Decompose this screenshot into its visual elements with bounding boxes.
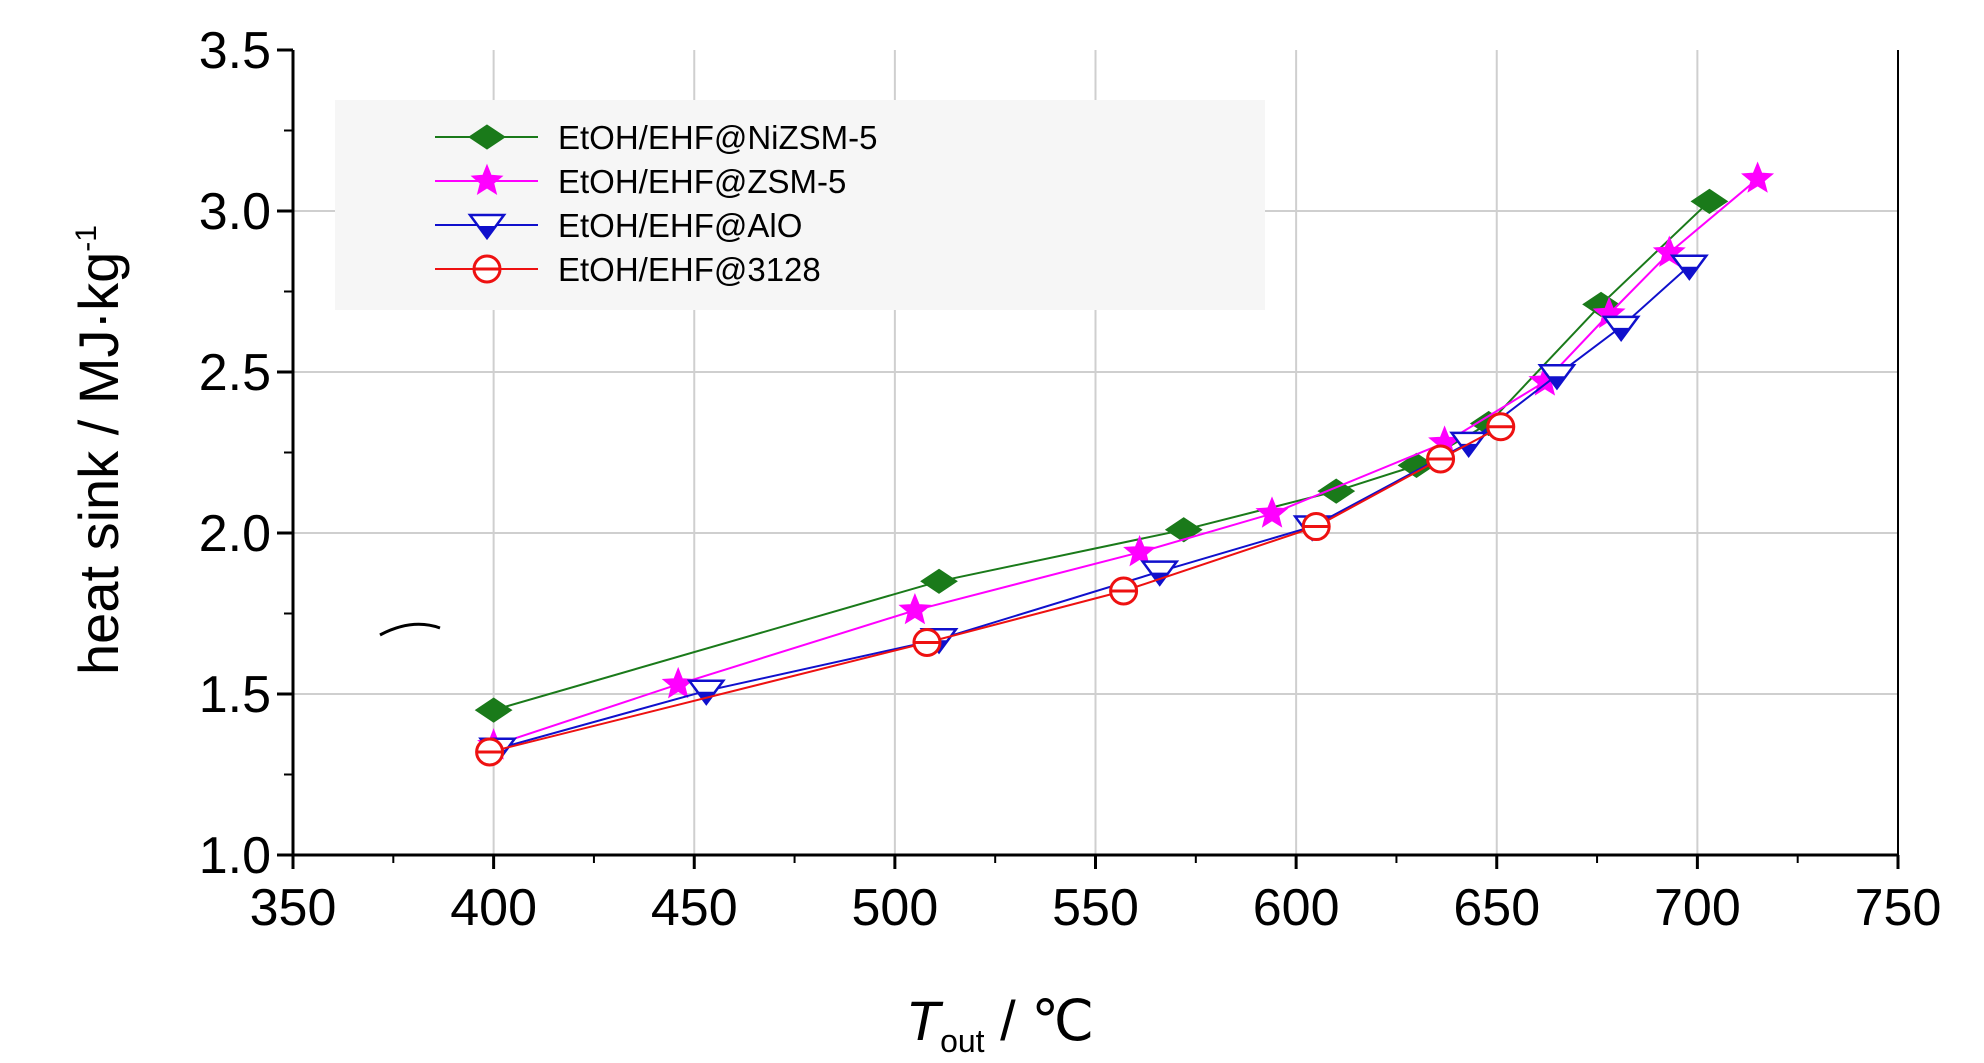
y-tick-label: 1.5 [199,666,271,724]
diamond-marker [1690,188,1729,214]
star-marker [470,163,504,195]
triangle-down-marker-fill [1613,327,1630,340]
series-line [493,200,1711,712]
star-marker [1741,161,1775,193]
star-marker [1255,496,1289,528]
x-tick-label: 350 [250,879,337,937]
x-tick-label: 750 [1855,879,1942,937]
legend-label: EtOH/EHF@3128 [558,251,821,288]
legend-label: EtOH/EHF@ZSM-5 [558,163,846,200]
y-tick-label: 1.0 [199,827,271,885]
x-tick-label: 650 [1453,879,1540,937]
series-line [493,178,1759,747]
y-tick-label: 3.5 [199,22,271,80]
x-tick-label: 550 [1052,879,1139,937]
series-layer [474,161,1775,767]
diamond-marker [474,697,513,723]
legend-label: EtOH/EHF@NiZSM-5 [558,119,878,156]
stray-arc-mark [379,622,441,637]
x-tick-label: 600 [1253,879,1340,937]
series-group [475,412,1516,767]
x-tick-label: 500 [851,879,938,937]
legend-label: EtOH/EHF@AlO [558,207,802,244]
diamond-marker [468,124,506,150]
x-axis-symbol: T [906,989,944,1052]
star-marker [661,666,695,699]
x-axis-title: Tout / ℃ [906,989,1094,1059]
triangle-down-marker-fill [1681,266,1698,279]
x-axis-unit: / ℃ [985,989,1095,1052]
x-tick-label: 400 [450,879,537,937]
diamond-marker [1317,478,1356,504]
triangle-down-marker-fill [479,226,495,238]
star-marker [1652,235,1686,267]
y-tick-label: 3.0 [199,183,271,241]
y-axis-label: heat sink / MJ·kg [67,252,130,675]
star-marker [1123,534,1157,567]
y-axis-title: heat sink / MJ·kg-1 [67,225,130,675]
diamond-marker [920,568,958,594]
x-tick-label: 700 [1654,879,1741,937]
y-tick-label: 2.0 [199,505,271,563]
y-tick-label: 2.5 [199,344,271,402]
star-marker [898,592,932,625]
ticks: 350 400 450 500 550 600 650 700 750 1.0 1.5 2.0 2.5 3… [199,22,1942,937]
legend: EtOH/EHF@NiZSM-5 EtOH/EHF@ZSM-5 EtOH/EHF@A… [435,119,878,288]
x-axis-subscript: out [940,1023,985,1059]
triangle-down-marker-fill [1548,376,1565,389]
y-axis-superscript: -1 [70,225,103,252]
x-tick-label: 450 [651,879,738,937]
